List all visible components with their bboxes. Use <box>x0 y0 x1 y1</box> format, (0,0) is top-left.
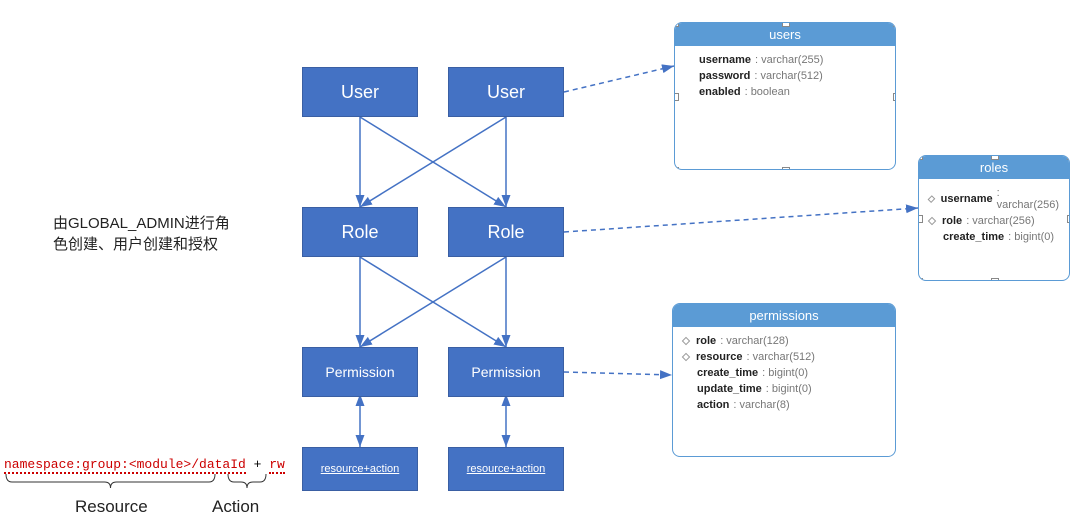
selection-handle <box>893 93 896 101</box>
selection-handle <box>782 22 790 27</box>
key-icon <box>928 195 936 203</box>
table-row: username : varchar(256) <box>929 185 1059 213</box>
field-name: password <box>699 70 750 82</box>
field-name: username <box>699 54 751 66</box>
table-row: enabled : boolean <box>685 84 885 100</box>
field-type: : varchar(128) <box>720 335 788 347</box>
table-row: username : varchar(255) <box>685 52 885 68</box>
field-type: : varchar(256) <box>997 187 1059 211</box>
permission-box-1: Permission <box>302 347 418 397</box>
user-box-1: User <box>302 67 418 117</box>
field-name: action <box>697 399 729 411</box>
permission-box-2-label: Permission <box>471 364 540 380</box>
field-name: resource <box>696 351 742 363</box>
field-name: role <box>696 335 716 347</box>
field-name: create_time <box>943 231 1004 243</box>
selection-handle <box>918 215 923 223</box>
selection-handle <box>1067 155 1070 160</box>
action-bracket-label: Action <box>212 497 259 517</box>
resource-action-box-1: resource+action <box>302 447 418 491</box>
role-box-2: Role <box>448 207 564 257</box>
table-row: role : varchar(128) <box>683 333 885 349</box>
field-type: : varchar(8) <box>733 399 789 411</box>
selection-handle <box>918 155 923 160</box>
roles-table: roles username: varchar(256)role: varcha… <box>918 155 1070 281</box>
selection-handle <box>674 22 679 27</box>
field-type: : varchar(255) <box>755 54 823 66</box>
permissions-table-header: permissions <box>673 304 895 327</box>
role-box-2-label: Role <box>487 222 524 243</box>
selection-handle <box>674 93 679 101</box>
formula-plus: + <box>246 457 269 472</box>
field-type: : varchar(256) <box>966 215 1034 227</box>
resource-action-box-2: resource+action <box>448 447 564 491</box>
permission-box-2: Permission <box>448 347 564 397</box>
selection-handle <box>893 167 896 170</box>
table-row: resource : varchar(512) <box>683 349 885 365</box>
permissions-table-body: role : varchar(128) resource : varchar(512)… <box>673 327 895 419</box>
resource-formula: namespace:group:<module>/dataId + rw <box>4 457 285 472</box>
users-table: users username: varchar(255)password: va… <box>674 22 896 170</box>
resource-action-box-2-label: resource+action <box>467 463 546 475</box>
field-name: role <box>942 215 962 227</box>
field-type: : bigint(0) <box>762 367 808 379</box>
formula-path: namespace:group:<module>/dataId <box>4 457 246 474</box>
table-row: role : varchar(256) <box>929 213 1059 229</box>
admin-annotation: 由GLOBAL_ADMIN进行角 色创建、用户创建和授权 <box>53 213 230 255</box>
users-table-body: username : varchar(255) password : varchar(… <box>675 46 895 106</box>
permission-box-1-label: Permission <box>325 364 394 380</box>
field-type: : boolean <box>745 86 790 98</box>
admin-annotation-line2: 色创建、用户创建和授权 <box>53 234 230 255</box>
table-row: create_time : bigint(0) <box>929 229 1059 245</box>
table-row: update_time : bigint(0) <box>683 381 885 397</box>
user-box-2: User <box>448 67 564 117</box>
selection-handle <box>1067 215 1070 223</box>
field-name: update_time <box>697 383 762 395</box>
selection-handle <box>1067 278 1070 281</box>
selection-handle <box>918 278 923 281</box>
field-type: : varchar(512) <box>746 351 814 363</box>
user-box-1-label: User <box>341 82 379 103</box>
table-row: create_time : bigint(0) <box>683 365 885 381</box>
field-type: : bigint(0) <box>766 383 812 395</box>
formula-action: rw <box>269 457 285 474</box>
field-type: : bigint(0) <box>1008 231 1054 243</box>
field-name: username <box>941 193 993 205</box>
selection-handle <box>991 278 999 281</box>
roles-table-body: username : varchar(256) role : varchar(256)… <box>919 179 1069 251</box>
key-icon <box>682 353 690 361</box>
field-name: create_time <box>697 367 758 379</box>
key-icon <box>928 217 936 225</box>
permissions-table: permissions role : varchar(128) resource : … <box>672 303 896 457</box>
selection-handle <box>674 167 679 170</box>
selection-handle <box>782 167 790 170</box>
field-name: enabled <box>699 86 741 98</box>
role-box-1-label: Role <box>341 222 378 243</box>
admin-annotation-line1: 由GLOBAL_ADMIN进行角 <box>53 213 230 234</box>
field-type: : varchar(512) <box>754 70 822 82</box>
selection-handle <box>991 155 999 160</box>
resource-action-box-1-label: resource+action <box>321 463 400 475</box>
role-box-1: Role <box>302 207 418 257</box>
user-box-2-label: User <box>487 82 525 103</box>
selection-handle <box>893 22 896 27</box>
key-icon <box>682 337 690 345</box>
resource-bracket-label: Resource <box>75 497 148 517</box>
table-row: action : varchar(8) <box>683 397 885 413</box>
table-row: password : varchar(512) <box>685 68 885 84</box>
